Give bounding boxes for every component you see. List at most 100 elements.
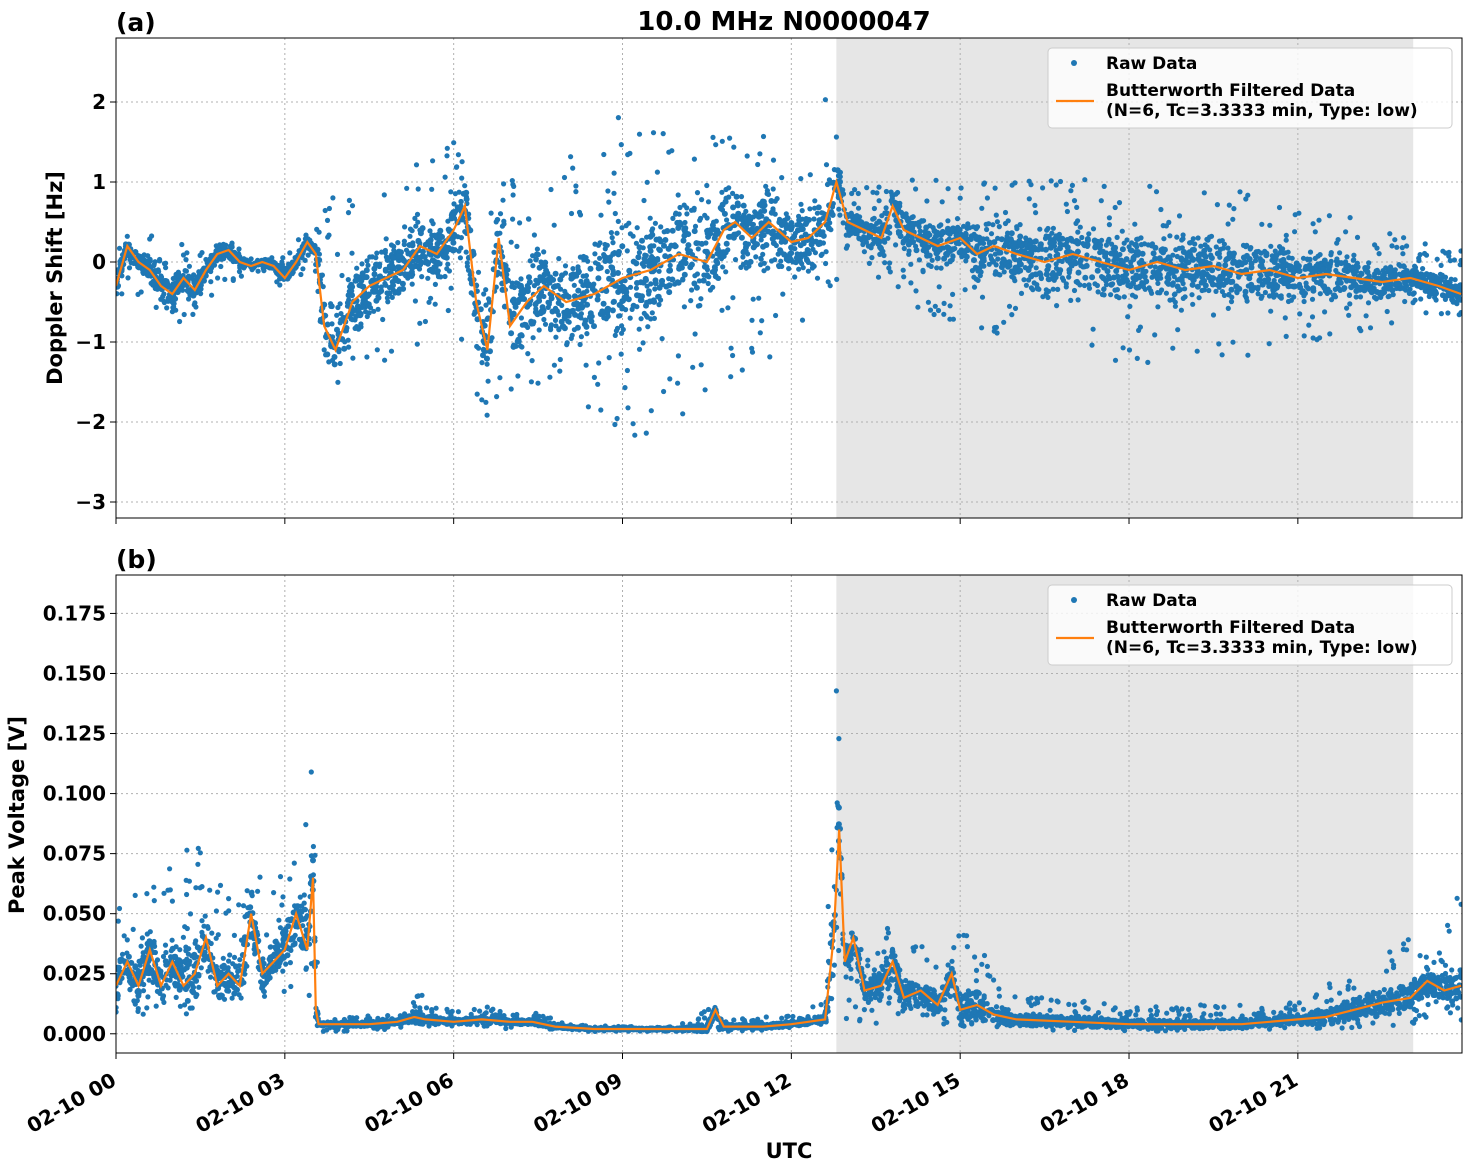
raw-data-point	[1456, 312, 1462, 318]
raw-data-point	[392, 275, 399, 281]
raw-data-point	[132, 892, 138, 899]
raw-data-point	[557, 276, 564, 283]
raw-data-point	[349, 292, 355, 299]
raw-data-point	[776, 263, 782, 270]
raw-data-point	[568, 154, 574, 160]
raw-data-point	[236, 246, 242, 252]
raw-data-point	[1394, 280, 1401, 287]
raw-data-point	[695, 246, 701, 252]
raw-data-point	[937, 237, 944, 244]
raw-data-point	[551, 362, 558, 368]
raw-data-point	[1248, 281, 1255, 288]
raw-data-point	[642, 275, 649, 282]
raw-data-point	[1258, 257, 1265, 264]
raw-data-point	[851, 201, 857, 207]
raw-data-point	[962, 287, 968, 293]
raw-data-point	[359, 304, 366, 310]
raw-data-point	[183, 257, 189, 263]
raw-data-point	[1119, 228, 1125, 234]
raw-data-point	[494, 394, 500, 400]
raw-data-point	[179, 241, 185, 248]
raw-data-point	[675, 380, 681, 386]
raw-data-point	[147, 236, 153, 242]
raw-data-point	[1017, 261, 1024, 268]
raw-data-point	[812, 198, 818, 204]
raw-data-point	[662, 237, 669, 243]
raw-data-point	[1346, 978, 1352, 984]
raw-data-point	[330, 195, 336, 201]
raw-data-point	[526, 274, 532, 281]
raw-data-point	[1389, 243, 1395, 249]
raw-data-point	[670, 215, 676, 221]
raw-data-point	[611, 190, 617, 196]
raw-data-point	[807, 172, 813, 178]
raw-data-point	[414, 211, 421, 217]
raw-data-point	[677, 204, 683, 211]
raw-data-point	[1175, 327, 1181, 333]
raw-data-point	[561, 314, 568, 321]
raw-data-point	[419, 225, 426, 232]
raw-data-point	[1282, 315, 1288, 321]
raw-data-point	[719, 307, 725, 313]
raw-data-point	[1228, 299, 1235, 305]
raw-data-point	[1028, 285, 1034, 291]
raw-data-point	[1145, 359, 1151, 365]
raw-data-point	[427, 251, 434, 258]
raw-data-point	[947, 303, 953, 309]
raw-data-point	[1402, 279, 1408, 286]
raw-data-point	[510, 311, 517, 318]
raw-data-point	[1329, 297, 1335, 303]
raw-data-point	[1072, 1027, 1078, 1033]
legend-raw-label: Raw Data	[1106, 54, 1197, 74]
raw-data-point	[1400, 251, 1406, 257]
raw-data-point	[1219, 352, 1225, 358]
raw-data-point	[632, 432, 638, 438]
raw-data-point	[615, 270, 621, 276]
raw-data-point	[437, 234, 444, 241]
raw-data-point	[1390, 1022, 1396, 1028]
raw-data-point	[1347, 215, 1353, 221]
filtered-data-line	[116, 177, 1462, 353]
raw-data-point	[1433, 290, 1439, 297]
raw-data-point	[430, 221, 436, 227]
raw-data-point	[184, 891, 190, 898]
raw-data-point	[735, 202, 741, 209]
raw-data-point	[1066, 267, 1073, 273]
raw-data-point	[401, 238, 407, 244]
panel-b-label: (b)	[116, 545, 157, 574]
raw-data-point	[1153, 189, 1160, 195]
raw-data-point	[350, 355, 356, 361]
raw-data-point	[950, 225, 957, 232]
raw-data-point	[1129, 292, 1136, 298]
raw-data-point	[431, 232, 438, 239]
raw-data-point	[343, 325, 350, 331]
raw-data-point	[1385, 285, 1392, 292]
raw-data-point	[1242, 288, 1249, 295]
raw-data-point	[823, 162, 830, 168]
y-tick-label: −2	[75, 410, 106, 434]
raw-data-point	[768, 209, 775, 216]
raw-data-point	[814, 210, 821, 216]
raw-data-point	[1353, 294, 1359, 300]
raw-data-point	[636, 244, 643, 251]
raw-data-point	[1368, 289, 1375, 296]
raw-data-point	[743, 208, 749, 214]
raw-data-point	[760, 232, 767, 239]
raw-data-point	[1390, 292, 1396, 298]
raw-data-point	[585, 258, 591, 264]
raw-data-point	[796, 266, 802, 272]
raw-data-point	[1268, 243, 1274, 249]
raw-data-point	[324, 217, 331, 223]
raw-data-point	[957, 195, 963, 201]
raw-data-point	[1018, 248, 1025, 255]
raw-data-point	[385, 299, 391, 305]
raw-data-point	[646, 262, 653, 269]
raw-data-point	[1179, 257, 1185, 264]
raw-data-point	[580, 282, 587, 289]
raw-data-point	[413, 223, 419, 229]
raw-data-point	[685, 231, 692, 238]
raw-data-point	[740, 254, 746, 260]
raw-data-point	[570, 165, 576, 171]
raw-data-point	[541, 316, 547, 323]
raw-data-point	[1159, 287, 1165, 293]
